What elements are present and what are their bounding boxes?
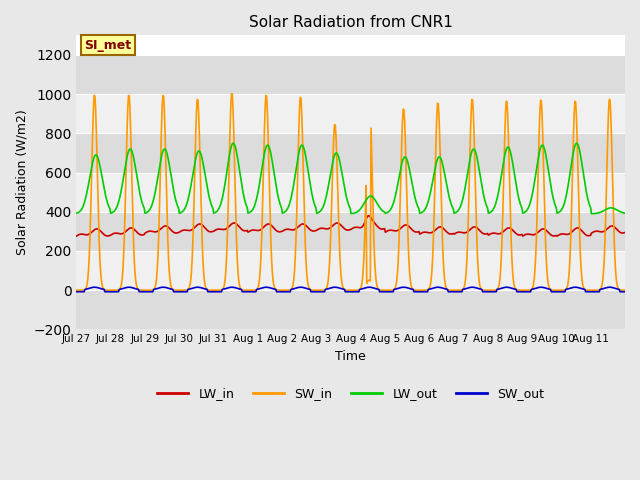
LW_out: [239, 185, 246, 191]
Bar: [76, 94, 625, 133]
LW_out: [266, 145, 273, 151]
Legend: LW_in, SW_in, LW_out, SW_out: LW_in, SW_in, LW_out, SW_out: [152, 383, 549, 406]
Text: SI_met: SI_met: [84, 38, 132, 51]
Title: Solar Radiation from CNR1: Solar Radiation from CNR1: [249, 15, 452, 30]
LW_in: [72, 233, 80, 239]
LW_in: [237, 227, 245, 232]
LW_in: [285, 227, 293, 232]
SW_in: [440, 258, 447, 264]
Y-axis label: Solar Radiation (W/m2): Solar Radiation (W/m2): [15, 109, 28, 255]
LW_out: [621, 210, 629, 216]
LW_in: [137, 232, 145, 238]
Bar: [76, 290, 625, 329]
LW_out: [588, 211, 595, 216]
SW_in: [286, 287, 294, 293]
SW_out: [90, 284, 98, 290]
LW_in: [439, 225, 447, 231]
LW_out: [229, 140, 237, 146]
SW_out: [72, 289, 80, 295]
Line: LW_in: LW_in: [76, 216, 625, 236]
LW_in: [265, 221, 273, 227]
Bar: [76, 55, 625, 94]
Line: LW_out: LW_out: [76, 143, 625, 214]
LW_out: [408, 180, 415, 185]
LW_out: [439, 161, 447, 167]
SW_out: [266, 285, 273, 290]
Bar: [76, 172, 625, 212]
Line: SW_out: SW_out: [76, 287, 625, 292]
SW_in: [313, 287, 321, 293]
LW_in: [621, 229, 629, 235]
SW_in: [72, 287, 80, 293]
Bar: [76, 133, 625, 172]
SW_in: [621, 287, 629, 293]
SW_in: [137, 287, 145, 293]
SW_out: [408, 286, 415, 292]
SW_out: [286, 289, 294, 295]
Bar: [76, 212, 625, 251]
SW_in: [239, 287, 246, 293]
Bar: [76, 251, 625, 290]
SW_out: [621, 289, 629, 295]
LW_in: [365, 213, 372, 219]
LW_in: [408, 227, 415, 232]
SW_in: [266, 187, 273, 193]
LW_out: [72, 210, 80, 216]
SW_in: [228, 91, 236, 96]
SW_in: [409, 286, 417, 292]
LW_out: [137, 194, 145, 200]
SW_out: [239, 289, 246, 295]
SW_out: [138, 289, 145, 295]
SW_out: [439, 285, 447, 291]
X-axis label: Time: Time: [335, 350, 366, 363]
LW_out: [286, 199, 294, 204]
Line: SW_in: SW_in: [76, 94, 625, 290]
